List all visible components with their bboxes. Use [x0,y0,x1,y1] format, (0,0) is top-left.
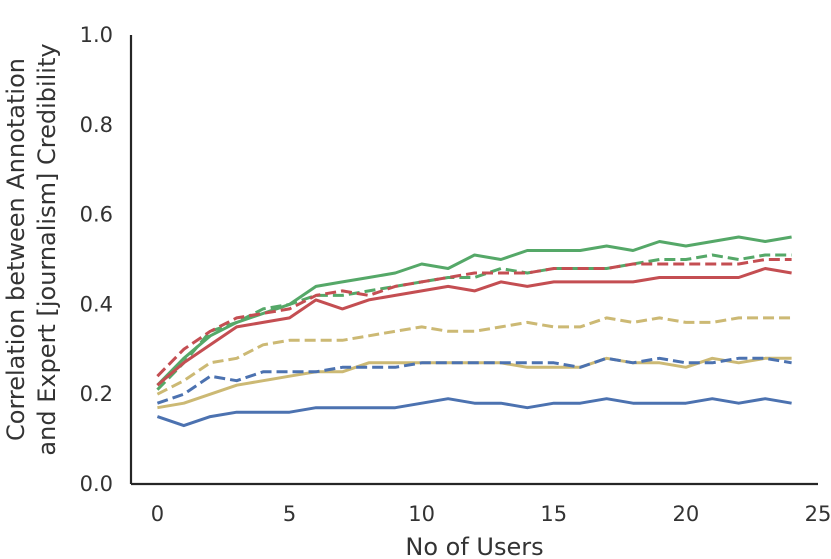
y-tick-label: 1.0 [80,23,113,47]
x-tick-label: 5 [283,502,296,526]
series-line-8-solid [156,397,792,428]
series-line-4-solid [156,267,792,387]
series-line-5-dashed [156,316,792,396]
x-tick-label: 0 [151,502,164,526]
y-tick-label: 0.2 [80,382,113,406]
series-line-3-dashed [156,258,792,378]
y-axis-title-line-1: Correlation between Annotation [2,58,30,441]
series-layer [156,235,792,428]
y-tick-labels: 0.0 0.2 0.4 0.6 0.8 1.0 [80,23,113,496]
y-axis-title-line-2: and Expert [journalism] Credibility [33,43,61,455]
series-line-1-solid [156,235,792,387]
x-axis-title: No of Users [405,533,543,559]
x-tick-labels: 0 5 10 15 20 25 [151,502,831,526]
series-line-7-dashed [156,356,792,405]
y-axis-title: Correlation between Annotation and Exper… [2,43,61,455]
series-line-2-dashed [156,253,792,391]
y-tick-label: 0.4 [80,292,113,316]
y-tick-label: 0.0 [80,472,113,496]
x-tick-label: 20 [673,502,700,526]
y-tick-label: 0.8 [80,113,113,137]
x-tick-label: 15 [540,502,567,526]
x-tick-label: 25 [805,502,831,526]
y-tick-label: 0.6 [80,203,113,227]
x-tick-label: 10 [408,502,435,526]
